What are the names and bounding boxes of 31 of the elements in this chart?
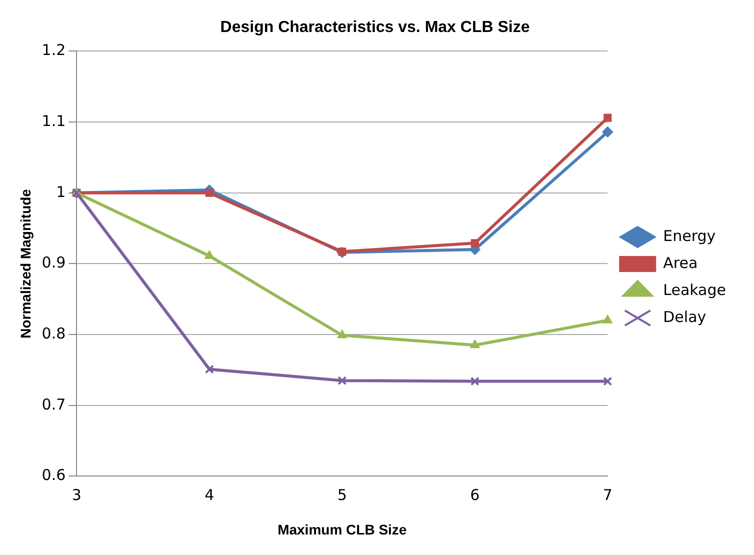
y-tick-label: 0.9 [42, 254, 66, 272]
y-tick-label: 0.8 [42, 324, 66, 342]
point [604, 114, 612, 122]
legend-label: Area [663, 254, 698, 272]
x-axis-title: Maximum CLB Size [278, 521, 407, 538]
x-tick-label: 7 [602, 486, 612, 504]
y-tick-label: 0.7 [42, 395, 66, 414]
y-axis-title: Normalized Magnitude [17, 188, 34, 338]
point [470, 239, 479, 248]
y-tick-label: 1 [56, 182, 66, 201]
x-tick-label: 3 [72, 486, 82, 504]
x-tick-label: 6 [470, 486, 480, 504]
point [602, 126, 614, 138]
point [602, 314, 612, 324]
y-tick-label: 1.2 [42, 41, 66, 60]
point [603, 376, 612, 386]
point [470, 376, 480, 386]
point [470, 340, 480, 348]
chart-title: Design Characteristics vs. Max CLB Size [220, 19, 530, 36]
point [338, 376, 347, 386]
legend-label: Leakage [663, 280, 726, 299]
point [204, 250, 214, 259]
point [204, 364, 214, 374]
y-tick-label: 1.1 [42, 112, 66, 130]
point [205, 188, 214, 197]
x-tick-label: 4 [204, 486, 214, 504]
point [337, 330, 347, 338]
legend-label: Energy [663, 226, 716, 245]
y-tick-label: 0.6 [42, 466, 66, 484]
legend-label: Delay [663, 308, 706, 326]
x-tick-label: 5 [337, 486, 347, 504]
